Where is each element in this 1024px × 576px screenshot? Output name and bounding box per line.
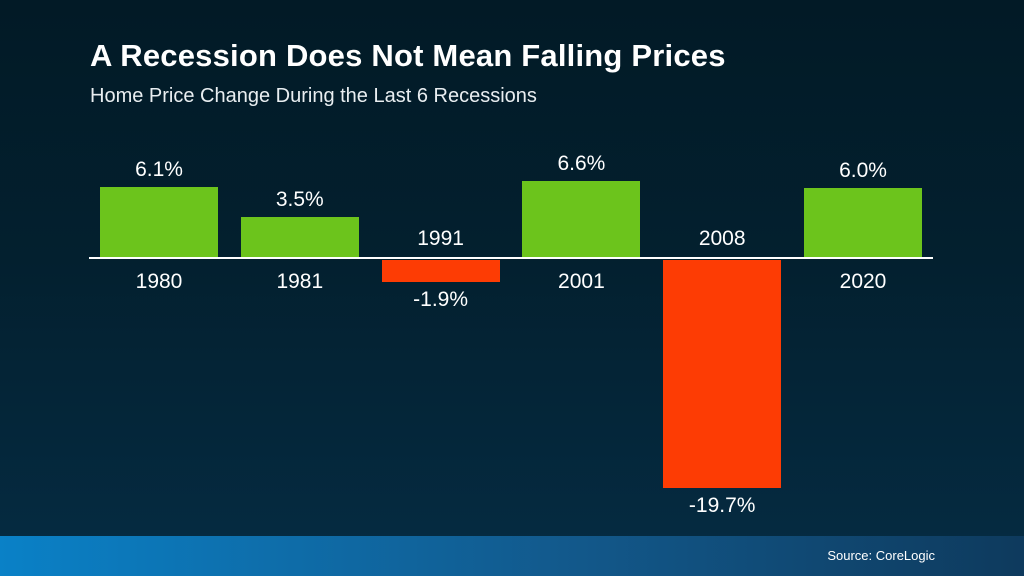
value-label-1981: 3.5% bbox=[275, 187, 324, 211]
category-label-1981: 1981 bbox=[276, 270, 324, 293]
value-label-2001: 6.6% bbox=[557, 151, 606, 175]
bar-1981 bbox=[240, 216, 359, 257]
bar-2001 bbox=[522, 180, 641, 257]
source-attribution: Source: CoreLogic bbox=[827, 548, 935, 563]
bar-2008 bbox=[663, 260, 782, 488]
category-label-1980: 1980 bbox=[135, 270, 183, 293]
bar-chart: 6.1% 1980 3.5% 1981 -1.9% 1991 6.6% 2001 -19.7% 2… bbox=[89, 120, 933, 530]
chart-subtitle: Home Price Change During the Last 6 Rece… bbox=[90, 85, 537, 107]
category-label-1991: 1991 bbox=[417, 227, 464, 250]
bar-2020 bbox=[804, 187, 922, 257]
bar-1991 bbox=[381, 260, 500, 282]
value-label-2008: -19.7% bbox=[688, 493, 756, 517]
chart-title: A Recession Does Not Mean Falling Prices bbox=[90, 38, 726, 73]
value-label-1980: 6.1% bbox=[135, 157, 183, 181]
footer-band: Source: CoreLogic bbox=[0, 536, 1024, 576]
category-label-2008: 2008 bbox=[698, 227, 746, 250]
category-label-2001: 2001 bbox=[558, 270, 605, 293]
value-label-2020: 6.0% bbox=[839, 158, 887, 182]
bar-1980 bbox=[100, 186, 218, 257]
zero-baseline-axis bbox=[89, 257, 933, 259]
category-label-2020: 2020 bbox=[839, 270, 887, 293]
value-label-1991: -1.9% bbox=[413, 287, 469, 311]
